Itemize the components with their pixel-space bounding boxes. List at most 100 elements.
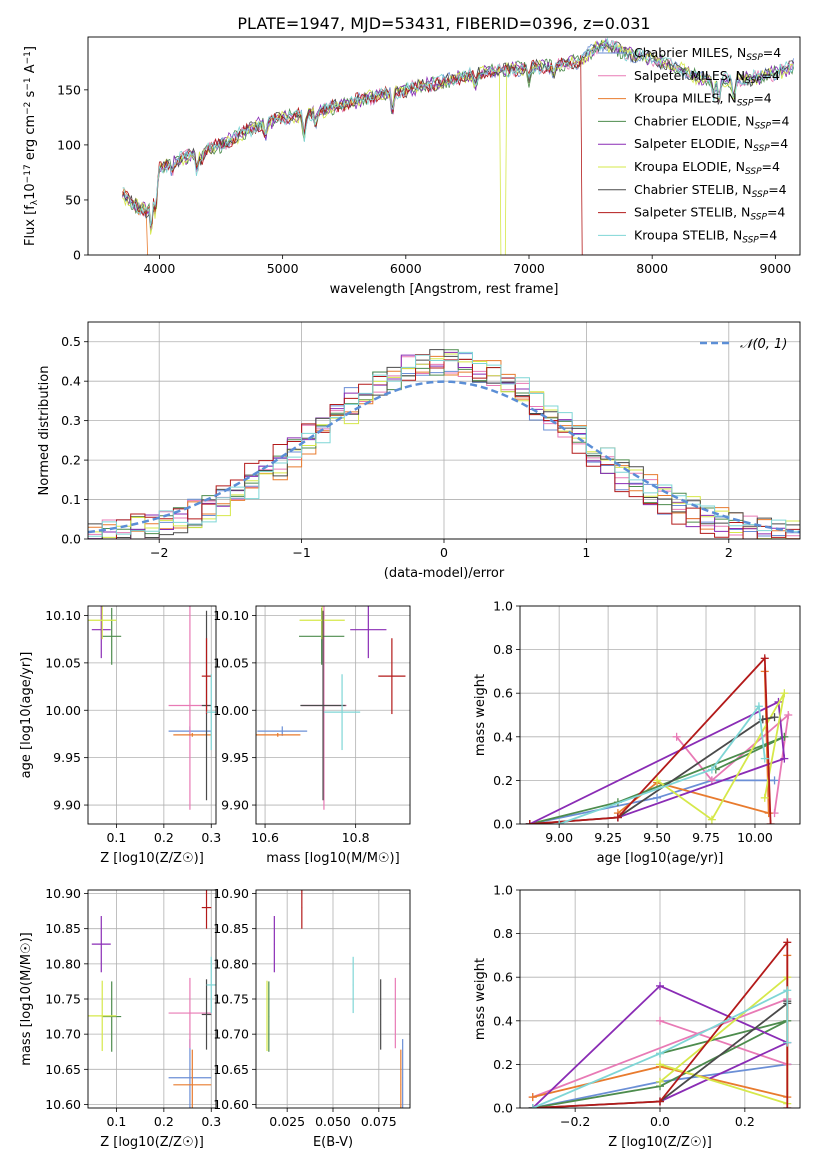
x-tick-label: 2 [725,545,733,560]
y-tick-label: 0 [73,248,81,263]
x-tick-label: 6000 [390,261,422,276]
x-axis-label: Z [log10(Z/Z☉)] [100,1135,204,1150]
y-tick-label: 10.85 [213,921,249,936]
mass_vs_Z-axes: 0.1 0.2 0.3 10.60 10.65 10.70 10.75 10.80 10.85 1… [45,886,221,1129]
mass-weight-line [617,671,770,815]
y-tick-label: 100 [57,137,81,152]
figure-title: PLATE=1947, MJD=53431, FIBERID=0396, z=0… [237,14,650,33]
age-vs-mass-panel: 10.6 10.8 9.90 9.95 10.00 10.05 10.10 mass [log… [213,605,411,866]
y-tick-label: 10.90 [45,886,81,901]
age_vs_Z-frame [87,605,217,825]
y-tick-label: 10.65 [213,1062,249,1077]
y-tick-label: 10.85 [45,921,81,936]
y-tick-label: 10.75 [45,992,81,1007]
age_vs_mass-axes: 10.6 10.8 9.90 9.95 10.00 10.05 10.10 [213,606,410,845]
y-tick-label: 0.6 [493,686,513,701]
y-axis-label: Flux [fλ10−17 erg cm−2 s−1 A−1] [23,46,40,246]
normal-reference-curve [88,380,800,534]
age_vs_mass-frame [255,605,411,825]
y-tick-label: 0.8 [493,642,513,657]
spectrum-series-line [122,55,794,255]
residuals-legend: 𝒩(0, 1) [700,337,787,352]
x-tick-label: 0.2 [154,830,174,845]
spectrum-series-line [122,37,794,227]
y-axis-label: Normed distribution [37,366,52,496]
age_vs_mass-points [256,606,406,810]
x-tick-label: 10.6 [251,830,279,845]
legend-entry: Salpeter MILES, NSSP=4 [634,68,780,86]
x-tick-label: 0.075 [361,1114,397,1129]
mass-weight-line [529,656,772,824]
weight_vs_age-lines [525,654,793,824]
y-tick-label: 0.2 [493,1057,513,1072]
legend-entry: Salpeter ELODIE, NSSP=4 [634,136,788,154]
weight_vs_Z-lines [528,938,792,1108]
y-tick-label: 50 [65,192,81,207]
x-tick-label: 0.1 [106,830,126,845]
y-tick-label: 0.8 [493,926,513,941]
y-tick-label: 10.05 [45,655,81,670]
mass-weight-line [532,988,789,1108]
y-tick-label: 10.00 [45,703,81,718]
y-tick-label: 10.60 [45,1097,81,1112]
x-axis-label: wavelength [Angstrom, rest frame] [330,282,559,297]
x-tick-label: 0.0 [650,1114,670,1129]
mass_vs_EBV-points [266,890,404,1108]
mass-weight-line [675,712,790,814]
x-tick-label: 10.00 [737,830,773,845]
x-tick-label: 1 [582,545,590,560]
spectrum-legend: Chabrier MILES, NSSP=4 Salpeter MILES, NS… [598,45,789,245]
y-tick-label: 1.0 [493,883,513,898]
x-tick-label: 0.050 [315,1114,351,1129]
weight_vs_Z-frame [519,889,801,1109]
weight_vs_age-frame [519,605,801,825]
y-tick-label: 9.95 [53,750,81,765]
mass_vs_Z-points [88,890,216,1108]
y-tick-label: 10.80 [213,956,249,971]
age-vs-metallicity-panel: 0.1 0.2 0.3 9.90 9.95 10.00 10.05 10.10 Z [log10… [19,605,221,866]
weight-vs-age-panel: 9.00 9.25 9.50 9.75 10.00 0.0 0.2 0.4 0.6 0.8 1.0 a… [473,599,801,866]
x-tick-label: −1 [292,545,310,560]
x-tick-label: 7000 [513,261,545,276]
y-tick-label: 10.00 [213,703,249,718]
y-tick-label: 0.6 [493,970,513,985]
x-tick-label: 0.3 [201,830,221,845]
x-tick-label: 8000 [636,261,668,276]
y-tick-label: 0.1 [61,492,81,507]
x-axis-label: age [log10(age/yr)] [597,851,724,866]
y-axis-label: mass weight [473,674,488,756]
y-tick-label: 10.80 [45,956,81,971]
y-tick-label: 10.90 [213,886,249,901]
y-tick-label: 9.95 [221,750,249,765]
spectrum-series-line [122,187,794,255]
x-tick-label: 0.2 [154,1114,174,1129]
spectrum-series-line [122,41,794,227]
x-axis-label: Z [log10(Z/Z☉)] [608,1135,712,1150]
x-tick-label: 0.2 [735,1114,755,1129]
residuals-frame [87,321,801,540]
age_vs_Z-axes: 0.1 0.2 0.3 9.90 9.95 10.00 10.05 10.10 [45,606,221,845]
mass-weight-line [656,692,786,821]
y-tick-label: 0.3 [61,413,81,428]
x-axis-label: (data-model)/error [384,566,505,581]
x-tick-label: 0.025 [269,1114,305,1129]
x-axis-label: mass [log10(M/M☉)] [266,851,399,866]
y-tick-label: 1.0 [493,599,513,614]
y-tick-label: 10.65 [45,1062,81,1077]
x-tick-label: 9.00 [545,830,573,845]
x-axis-label: Z [log10(Z/Z☉)] [100,851,204,866]
y-tick-label: 0.4 [493,729,513,744]
residuals-panel: −2 −1 0 1 2 0.0 0.1 0.2 0.3 0.4 0.5 (data-model)/er… [37,321,801,581]
y-tick-label: 9.90 [221,798,249,813]
y-tick-label: 0.0 [61,532,81,547]
x-tick-label: 9.25 [594,830,622,845]
x-tick-label: −2 [150,545,168,560]
y-tick-label: 10.70 [213,1027,249,1042]
y-tick-label: 9.90 [53,798,81,813]
y-tick-label: 0.2 [493,773,513,788]
mass-vs-metallicity-panel: 0.1 0.2 0.3 10.60 10.65 10.70 10.75 10.80 10.85 1… [19,886,221,1150]
y-tick-label: 10.10 [213,608,249,623]
y-tick-label: 150 [57,82,81,97]
x-tick-label: 5000 [267,261,299,276]
x-tick-label: 9.75 [692,830,720,845]
